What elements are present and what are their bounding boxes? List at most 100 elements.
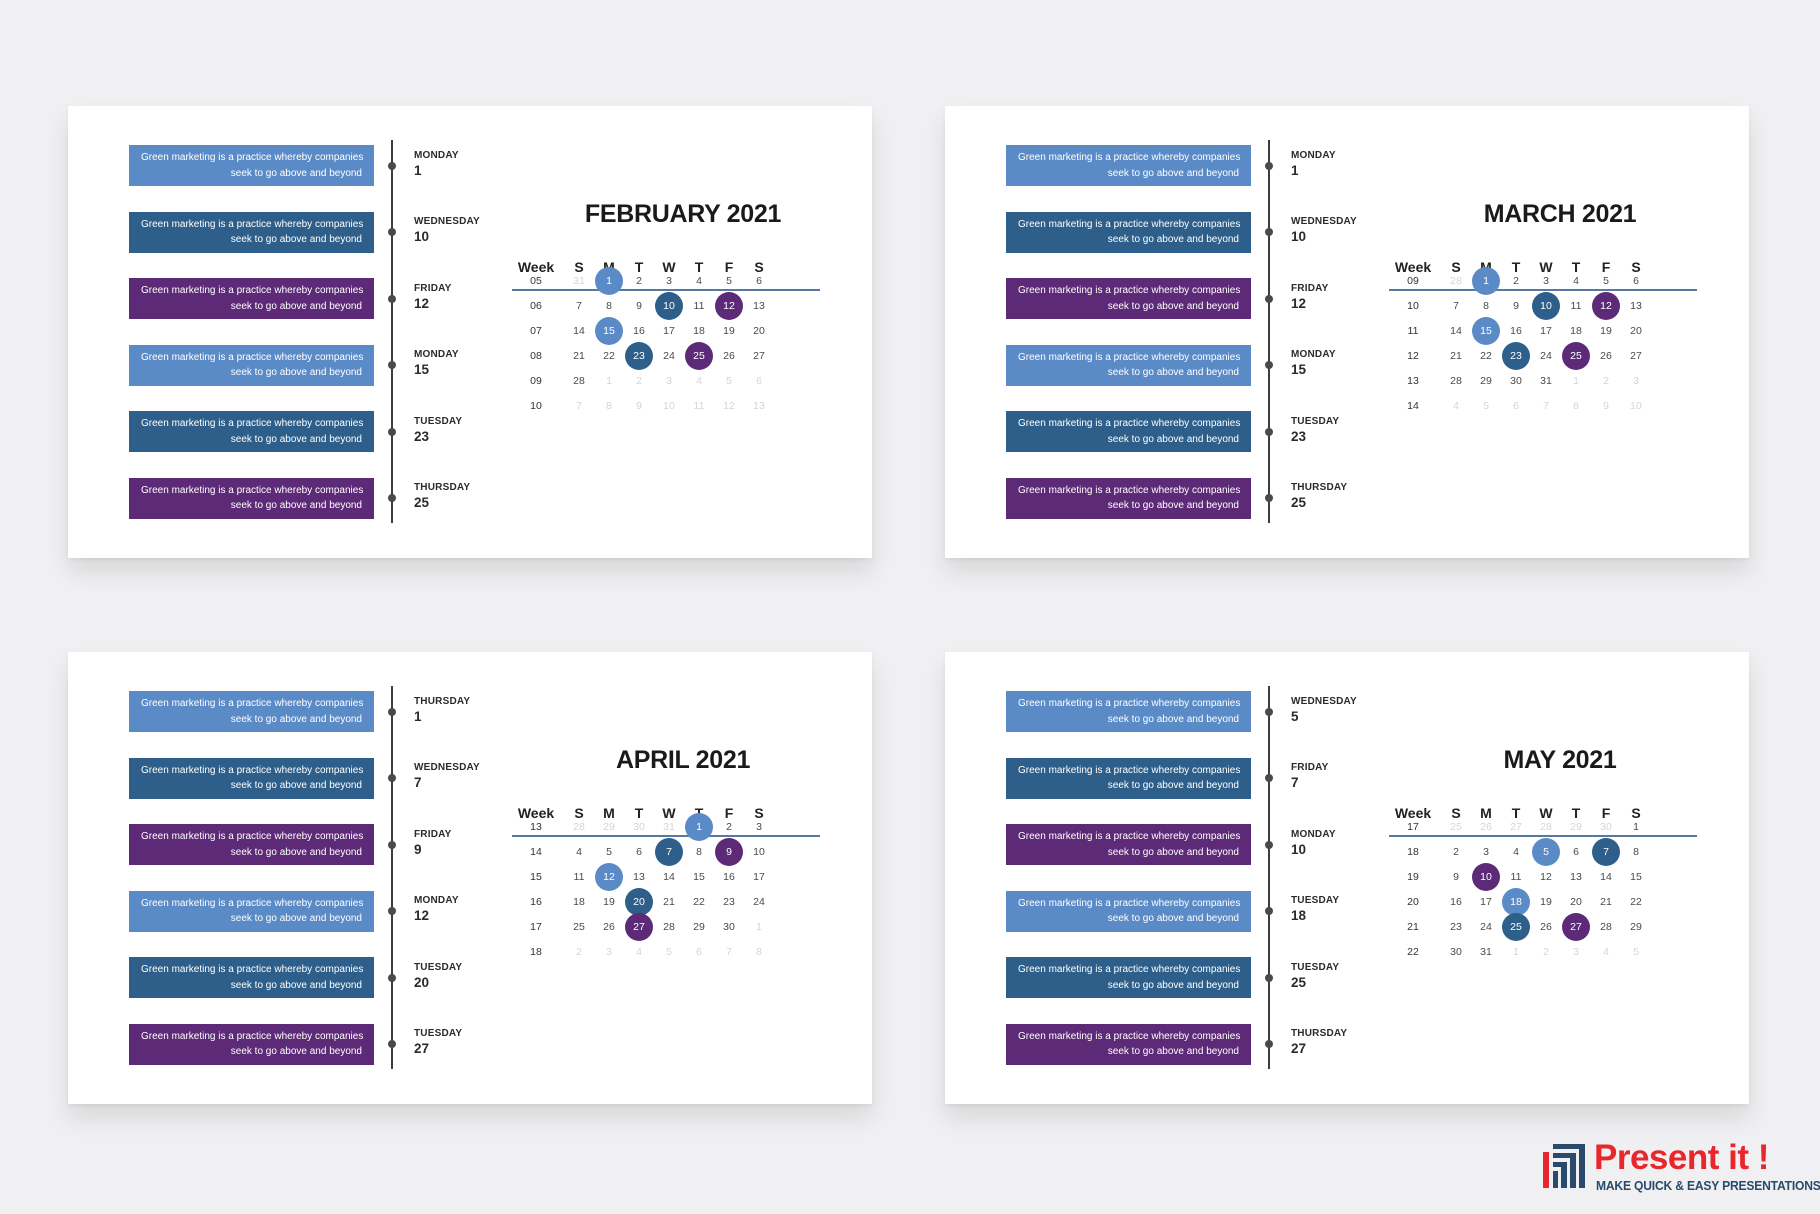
calendar-day: 17: [1540, 325, 1552, 337]
timeline-event: TUESDAY 20: [414, 962, 504, 991]
timeline-line: [391, 686, 393, 1069]
note-box: Green marketing is a practice whereby co…: [129, 957, 374, 998]
timeline-dot: [388, 361, 396, 369]
weekday-header: S: [574, 259, 584, 275]
header-rule: [1389, 835, 1697, 837]
event-date: 12: [414, 295, 430, 311]
event-date: 1: [414, 162, 422, 178]
calendar-day: 24: [663, 350, 675, 362]
adjacent-month-day: 25: [1450, 821, 1462, 833]
calendar-day: 13: [753, 300, 765, 312]
calendar-slide-1: Green marketing is a practice whereby co…: [68, 106, 872, 558]
note-line-1: Green marketing is a practice whereby co…: [141, 285, 364, 296]
adjacent-month-day: 31: [663, 821, 675, 833]
weekday-header: F: [1601, 805, 1611, 821]
event-day-name: WEDNESDAY: [1291, 695, 1357, 707]
calendar-day: 22: [1630, 896, 1642, 908]
adjacent-month-day: 13: [753, 400, 765, 412]
adjacent-month-day: 9: [636, 400, 642, 412]
note-line-2: seek to go above and beyond: [230, 234, 362, 245]
calendar-day: 13: [633, 871, 645, 883]
calendar-slide-3: Green marketing is a practice whereby co…: [68, 652, 872, 1104]
calendar-day: 28: [1600, 921, 1612, 933]
note-line-2: seek to go above and beyond: [230, 367, 362, 378]
calendar-day: 20: [1570, 896, 1582, 908]
calendar-day: 28: [663, 921, 675, 933]
calendar-day: 7: [1453, 300, 1459, 312]
note-line-2: seek to go above and beyond: [230, 780, 362, 791]
note-box: Green marketing is a practice whereby co…: [1006, 890, 1251, 932]
weekday-header: T: [1511, 805, 1521, 821]
week-number: 17: [530, 921, 542, 933]
note-box: Green marketing is a practice whereby co…: [129, 1023, 374, 1065]
note-line-2: seek to go above and beyond: [1107, 1046, 1239, 1057]
note-box: Green marketing is a practice whereby co…: [1006, 278, 1251, 319]
timeline-dot: [1265, 161, 1273, 170]
timeline-event: TUESDAY 18: [1291, 895, 1381, 924]
note-line-2: seek to go above and beyond: [1107, 500, 1239, 511]
note-line-1: Green marketing is a practice whereby co…: [141, 218, 364, 230]
note-line-1: Green marketing is a practice whereby co…: [1018, 152, 1241, 163]
weekday-header: S: [754, 259, 764, 275]
calendar-day: 16: [1510, 325, 1522, 337]
note-line-2: seek to go above and beyond: [230, 913, 362, 924]
week-number: 13: [1407, 375, 1419, 387]
calendar-day: 5: [726, 275, 732, 287]
highlighted-day: 12: [715, 292, 743, 320]
calendar-day: 3: [666, 275, 672, 287]
weekday-header: S: [754, 805, 764, 821]
note-line-2: seek to go above and beyond: [230, 300, 362, 312]
adjacent-month-day: 9: [1603, 400, 1609, 412]
note-line-2: seek to go above and beyond: [230, 846, 362, 858]
adjacent-month-day: 8: [756, 946, 762, 958]
event-date: 18: [1291, 908, 1307, 923]
week-number: 18: [1407, 846, 1419, 858]
note-box: Green marketing is a practice whereby co…: [1006, 757, 1251, 799]
note-line-2: seek to go above and beyond: [1107, 433, 1239, 445]
calendar-day: 23: [723, 896, 735, 908]
calendar-day: 19: [603, 896, 615, 908]
calendar-day: 13: [1570, 871, 1582, 883]
event-date: 25: [414, 495, 430, 510]
adjacent-month-day: 2: [1543, 946, 1549, 958]
note-line-2: seek to go above and beyond: [1107, 913, 1239, 924]
calendar-day: 29: [1480, 375, 1492, 387]
calendar-day: 30: [1510, 375, 1522, 387]
adjacent-month-day: 1: [1513, 946, 1519, 958]
adjacent-month-day: 7: [576, 400, 582, 412]
calendar-day: 17: [753, 871, 765, 883]
timeline-event: THURSDAY 25: [1291, 482, 1381, 511]
note-line-1: Green marketing is a practice whereby co…: [1018, 764, 1241, 776]
calendar-day: 5: [606, 846, 612, 858]
adjacent-month-day: 27: [1510, 821, 1522, 833]
note-line-2: seek to go above and beyond: [230, 433, 362, 445]
weekday-header: W: [662, 805, 676, 821]
note-line-1: Green marketing is a practice whereby co…: [1018, 1030, 1241, 1042]
timeline-dot: [388, 840, 396, 849]
weekday-header: W: [662, 259, 676, 275]
event-day-name: TUESDAY: [1291, 961, 1340, 973]
adjacent-month-day: 8: [1573, 400, 1579, 412]
note-line-1: Green marketing is a practice whereby co…: [141, 484, 364, 496]
note-box: Green marketing is a practice whereby co…: [1006, 145, 1251, 186]
highlighted-day: 23: [1502, 342, 1530, 370]
week-number: 13: [530, 821, 542, 833]
calendar-day: 3: [1543, 275, 1549, 287]
note-box: Green marketing is a practice whereby co…: [1006, 211, 1251, 253]
month-title: MARCH 2021: [1483, 200, 1637, 228]
calendar-day: 2: [726, 821, 732, 833]
adjacent-month-day: 4: [696, 375, 702, 387]
event-date: 10: [1291, 841, 1307, 857]
event-day-name: FRIDAY: [1291, 762, 1329, 773]
calendar-day: 16: [1450, 896, 1462, 908]
event-date: 10: [1291, 229, 1307, 244]
note-box: Green marketing is a practice whereby co…: [129, 824, 374, 865]
timeline-dot: [1265, 973, 1273, 982]
timeline-dot: [388, 427, 396, 436]
weekday-header: S: [1631, 805, 1641, 821]
week-number: 06: [530, 300, 542, 312]
event-day-name: MONDAY: [414, 349, 459, 360]
timeline-dot: [1265, 840, 1273, 849]
highlighted-day: 5: [1532, 838, 1560, 866]
event-day-name: MONDAY: [414, 149, 459, 161]
